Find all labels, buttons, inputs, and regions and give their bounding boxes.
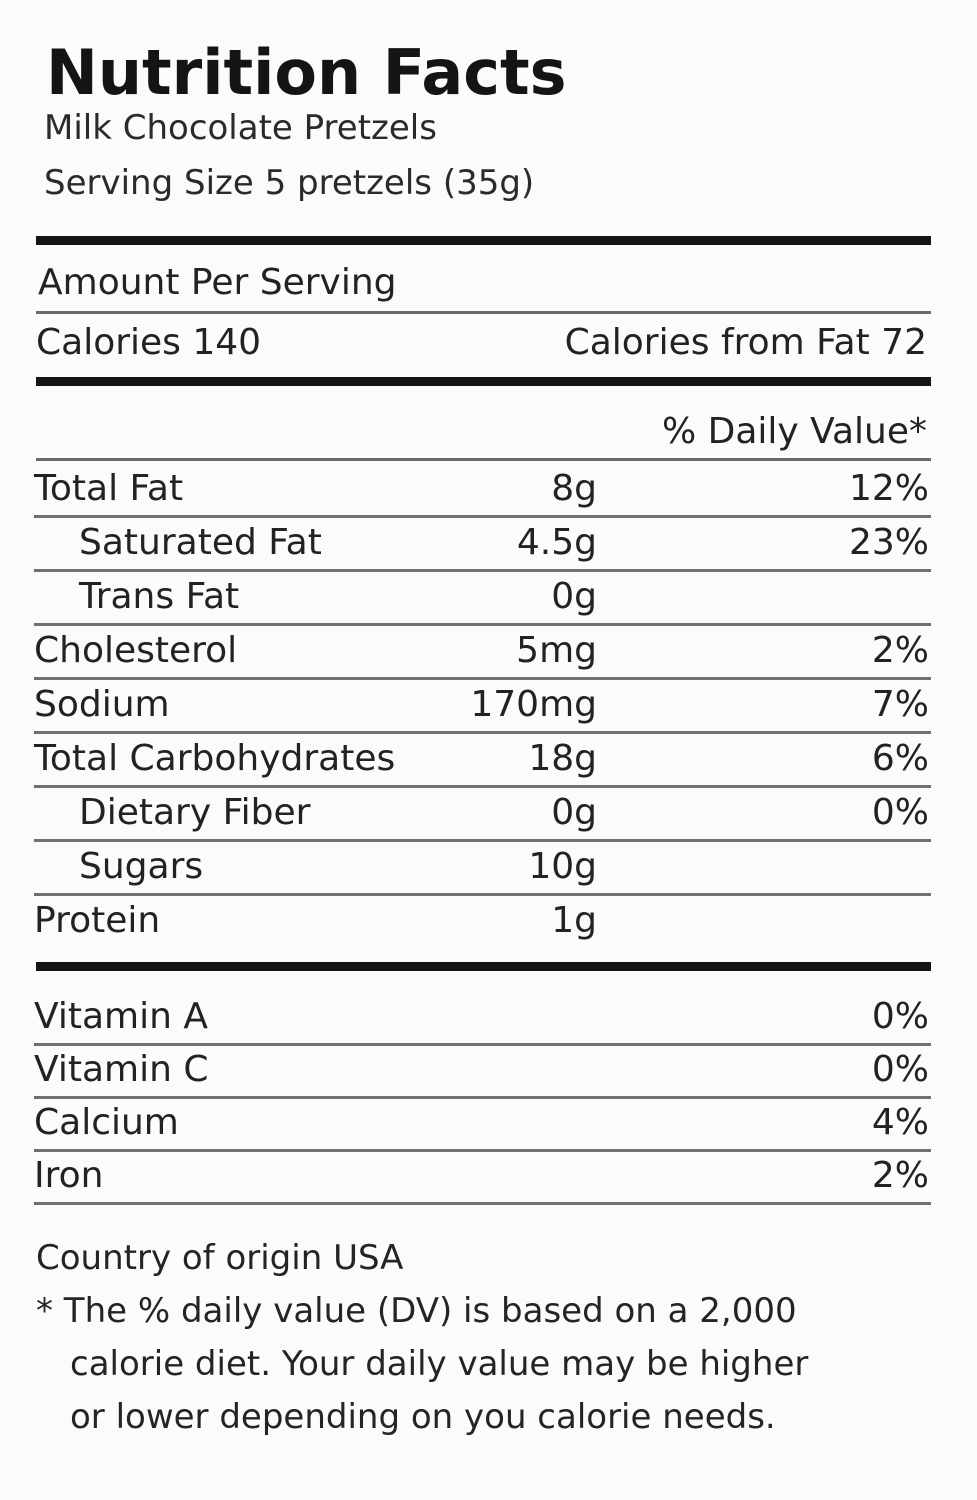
row-divider <box>34 731 931 734</box>
vitamin-row-vitamin-a: Vitamin A 0% <box>34 990 931 1046</box>
row-divider <box>34 677 931 680</box>
nutrient-row-sodium: Sodium 170mg 7% <box>34 678 931 734</box>
nutrient-amount: 1g <box>551 900 597 941</box>
nutrient-dv: 6% <box>871 738 929 779</box>
vitamin-dv: 0% <box>871 996 929 1037</box>
vitamin-dv: 4% <box>871 1102 929 1143</box>
nutrient-row-saturated-fat: Saturated Fat 4.5g 23% <box>34 516 931 572</box>
row-divider <box>34 1043 931 1046</box>
vitamin-name: Calcium <box>34 1102 179 1143</box>
nutrient-dv: 7% <box>871 684 929 725</box>
nutrient-row-total-fat: Total Fat 8g 12% <box>34 462 931 518</box>
vitamin-row-calcium: Calcium 4% <box>34 1096 931 1152</box>
nutrient-amount: 4.5g <box>516 522 597 563</box>
row-divider <box>34 623 931 626</box>
serving-size: Serving Size 5 pretzels (35g) <box>44 163 535 203</box>
amount-per-serving: Amount Per Serving <box>38 262 397 303</box>
nutrient-dv: 2% <box>871 630 929 671</box>
daily-value-header: % Daily Value* <box>661 411 927 452</box>
row-divider <box>34 569 931 572</box>
vitamin-row-iron: Iron 2% <box>34 1149 931 1205</box>
nutrient-name: Saturated Fat <box>79 522 322 563</box>
row-divider <box>34 1149 931 1152</box>
nutrient-row-dietary-fiber: Dietary Fiber 0g 0% <box>34 786 931 842</box>
nutrient-dv: 23% <box>848 522 929 563</box>
nutrient-name: Sugars <box>79 846 204 887</box>
nutrient-amount: 170mg <box>470 684 597 725</box>
nutrient-dv: 0% <box>871 792 929 833</box>
vitamin-dv: 2% <box>871 1155 929 1196</box>
nutrient-row-cholesterol: Cholesterol 5mg 2% <box>34 624 931 680</box>
divider-thin <box>36 458 931 461</box>
nutrient-name: Dietary Fiber <box>79 792 311 833</box>
nutrient-name: Trans Fat <box>79 576 240 617</box>
nutrient-amount: 0g <box>551 792 597 833</box>
country-of-origin: Country of origin USA <box>36 1238 404 1278</box>
row-divider <box>34 1096 931 1099</box>
nutrient-amount: 5mg <box>516 630 597 671</box>
nutrient-name: Sodium <box>34 684 170 725</box>
nutrient-dv: 12% <box>848 468 929 509</box>
vitamin-dv: 0% <box>871 1049 929 1090</box>
row-divider <box>34 839 931 842</box>
nutrient-row-sugars: Sugars 10g <box>34 840 931 896</box>
row-divider <box>34 515 931 518</box>
nutrient-amount: 8g <box>551 468 597 509</box>
row-divider <box>34 893 931 896</box>
vitamin-name: Vitamin A <box>34 996 208 1037</box>
vitamin-row-vitamin-c: Vitamin C 0% <box>34 1043 931 1099</box>
footnote-line: or lower depending on you calorie needs. <box>70 1397 776 1437</box>
nutrient-row-trans-fat: Trans Fat 0g <box>34 570 931 626</box>
vitamin-name: Iron <box>34 1155 104 1196</box>
nutrient-amount: 10g <box>528 846 597 887</box>
nutrient-name: Total Carbohydrates <box>34 738 396 779</box>
nutrient-row-protein: Protein 1g <box>34 894 931 948</box>
calories: Calories 140 <box>36 322 262 363</box>
footnote: Country of origin USA * The % daily valu… <box>36 1232 926 1444</box>
divider-thick <box>36 962 931 971</box>
row-divider <box>34 785 931 788</box>
footnote-line: * The % daily value (DV) is based on a 2… <box>36 1291 797 1331</box>
nutrient-name: Total Fat <box>34 468 184 509</box>
vitamin-name: Vitamin C <box>34 1049 209 1090</box>
row-divider <box>34 1202 931 1205</box>
nutrient-amount: 18g <box>528 738 597 779</box>
nutrient-row-total-carbohydrates: Total Carbohydrates 18g 6% <box>34 732 931 788</box>
nutrient-name: Protein <box>34 900 161 941</box>
calories-from-fat: Calories from Fat 72 <box>564 322 927 363</box>
nutrient-name: Cholesterol <box>34 630 238 671</box>
label-title: Nutrition Facts <box>46 36 567 109</box>
nutrient-amount: 0g <box>551 576 597 617</box>
divider-thin <box>36 311 931 314</box>
divider-thick <box>36 236 931 245</box>
product-name: Milk Chocolate Pretzels <box>44 108 437 148</box>
footnote-line: calorie diet. Your daily value may be hi… <box>70 1344 809 1384</box>
divider-thick <box>36 377 931 386</box>
